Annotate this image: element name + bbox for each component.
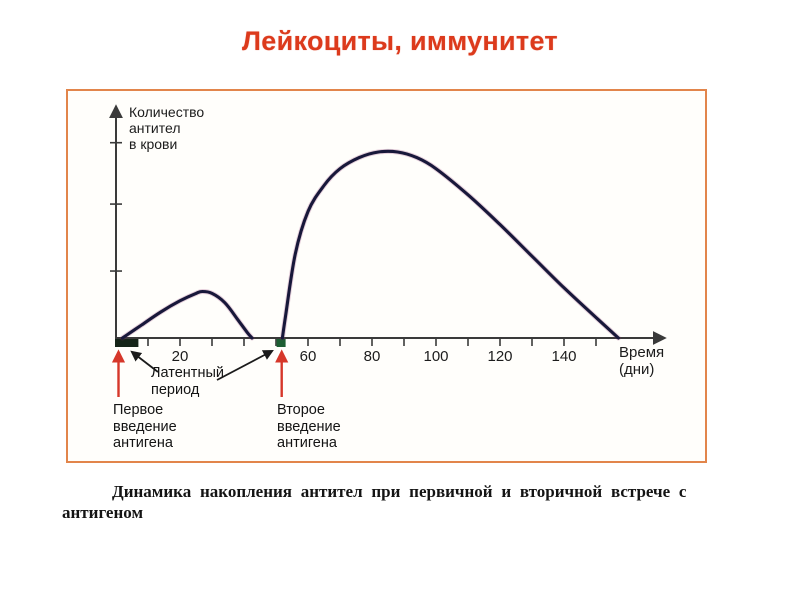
x-tick-label: 120 (487, 348, 513, 365)
latent-period-label: Латентный период (151, 365, 224, 398)
second-injection-label: Второе введение антигена (277, 402, 341, 451)
x-axis-title: Время (дни) (619, 344, 665, 378)
latent-pointer-arrow-left (130, 350, 159, 373)
x-tick-label: 80 (363, 348, 381, 365)
antibody-dynamics-chart (109, 104, 667, 397)
page-title: Лейкоциты, иммунитет (242, 26, 558, 56)
antibody-curve-2 (280, 149, 620, 340)
figure-caption: Динамика накопления антител при первично… (62, 482, 687, 522)
chart-panel: Количество антител в крови Время (дни) 2… (66, 89, 707, 463)
x-tick-label: 100 (423, 348, 449, 365)
x-tick-label: 140 (551, 348, 577, 365)
latent-period-bar (115, 339, 139, 347)
latent-pointer-arrow-right (216, 349, 274, 381)
first-injection-label: Первое введение антигена (113, 402, 177, 451)
x-tick-label: 20 (171, 348, 189, 365)
x-tick-label: 60 (299, 348, 317, 365)
latent-period-bar (276, 339, 286, 347)
antibody-curve-1 (120, 289, 254, 340)
y-axis-title: Количество антител в крови (129, 104, 205, 152)
